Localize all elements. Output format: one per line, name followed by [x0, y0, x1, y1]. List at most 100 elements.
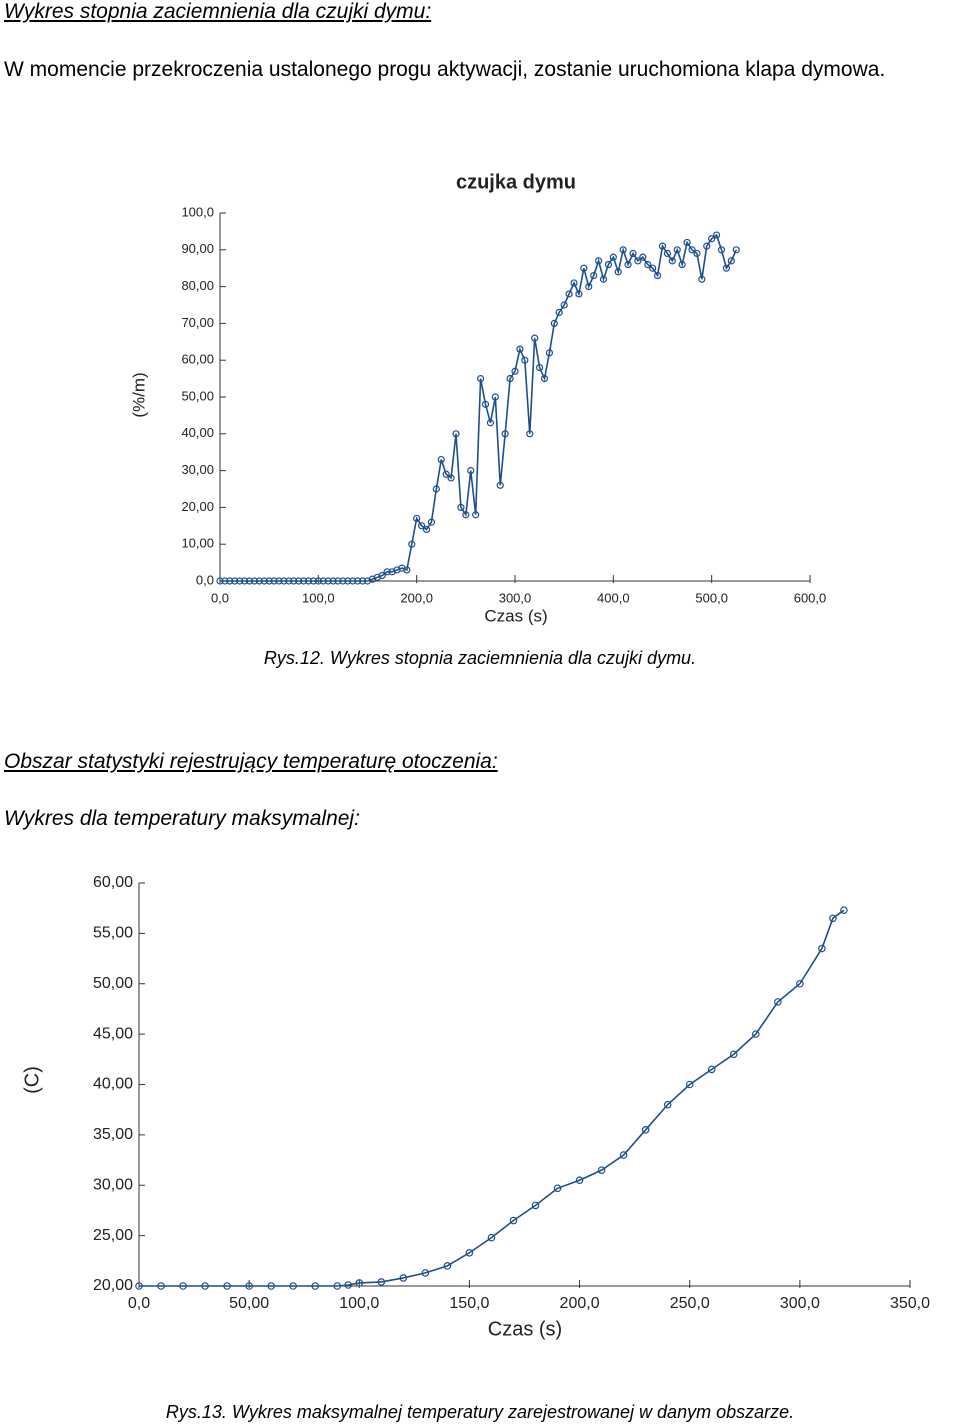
data-point	[280, 577, 288, 585]
data-line	[139, 909, 845, 1287]
data-point	[693, 249, 701, 258]
data-point	[432, 485, 440, 493]
data-point	[829, 914, 837, 923]
data-point	[462, 511, 470, 519]
data-point	[663, 1100, 672, 1109]
data-point	[486, 419, 495, 427]
data-point	[309, 577, 318, 585]
data-point	[267, 1282, 275, 1290]
data-point	[658, 242, 667, 250]
data-point	[465, 1248, 474, 1257]
data-point	[289, 1282, 298, 1290]
y-tick-label: 55,00	[93, 925, 133, 942]
data-point	[729, 1050, 738, 1059]
y-tick-label: 20,00	[93, 1277, 133, 1294]
y-tick-label: 50,00	[93, 975, 133, 992]
data-point	[639, 253, 647, 261]
y-tick-label: 20,00	[181, 499, 214, 514]
data-point	[437, 455, 445, 464]
x-tick-label: 600,0	[794, 590, 827, 605]
data-point	[732, 246, 740, 254]
data-point	[580, 264, 588, 272]
chart-title: czujka dymu	[456, 171, 576, 193]
y-tick-label: 40,00	[93, 1076, 133, 1093]
data-point	[614, 268, 622, 276]
data-point	[403, 566, 411, 574]
y-tick-label: 30,00	[181, 462, 214, 477]
y-tick-label: 70,00	[181, 315, 214, 330]
data-point	[570, 279, 578, 287]
y-tick-label: 40,00	[181, 425, 214, 440]
data-point	[265, 577, 273, 585]
data-point	[339, 577, 347, 585]
data-point	[751, 1030, 760, 1038]
data-point	[501, 430, 509, 438]
x-axis-label: Czas (s)	[488, 1318, 562, 1340]
data-point	[560, 301, 568, 309]
y-tick-label: 100,0	[181, 204, 214, 219]
data-point	[774, 998, 782, 1006]
data-point	[427, 518, 436, 526]
x-tick-label: 300,0	[780, 1295, 820, 1312]
data-point	[629, 249, 637, 258]
data-point	[487, 1233, 496, 1242]
data-point	[275, 577, 283, 585]
x-tick-label: 350,0	[890, 1295, 930, 1312]
x-tick-label: 200,0	[400, 590, 433, 605]
data-point	[653, 271, 662, 280]
data-point	[476, 375, 485, 383]
y-tick-label: 0,0	[196, 572, 214, 587]
x-tick-label: 0,0	[211, 590, 229, 605]
data-point	[717, 246, 726, 254]
data-point	[641, 1126, 650, 1134]
y-tick-label: 60,00	[93, 874, 133, 891]
data-point	[575, 1176, 584, 1185]
x-axis-label: Czas (s)	[484, 606, 547, 625]
data-point	[358, 577, 367, 585]
x-tick-label: 400,0	[597, 590, 630, 605]
data-point	[496, 481, 504, 489]
data-point	[590, 271, 598, 280]
subheading: Wykres dla temperatury maksymalnej:	[4, 807, 360, 830]
data-point	[531, 1201, 540, 1210]
paragraph: W momencie przekroczenia ustalonego prog…	[4, 58, 886, 81]
data-point	[383, 568, 391, 576]
data-point	[609, 253, 617, 261]
data-point	[443, 1262, 452, 1270]
y-tick-label: 25,00	[93, 1227, 133, 1244]
data-point	[260, 577, 268, 585]
x-tick-label: 250,0	[670, 1295, 710, 1312]
data-point	[457, 503, 465, 511]
data-point	[688, 246, 696, 254]
data-point	[540, 375, 549, 383]
data-point	[442, 470, 450, 478]
data-point	[417, 522, 426, 530]
data-point	[553, 1184, 562, 1193]
data-point	[531, 334, 539, 342]
data-point	[535, 363, 544, 372]
heading: Obszar statystyki rejestrujący temperatu…	[4, 750, 498, 773]
data-point	[818, 944, 826, 953]
data-point	[378, 571, 386, 580]
y-tick-label: 60,00	[181, 352, 214, 367]
data-point	[295, 577, 303, 585]
data-point	[619, 1151, 628, 1159]
data-point	[575, 290, 583, 298]
data-point	[703, 242, 711, 250]
data-point	[722, 264, 731, 272]
data-point	[708, 235, 716, 243]
data-point	[157, 1282, 165, 1290]
data-point	[604, 260, 613, 269]
data-point	[399, 1274, 408, 1282]
data-point	[727, 257, 735, 265]
data-point	[663, 249, 672, 258]
y-tick-label: 90,00	[181, 241, 214, 256]
data-point	[349, 577, 357, 585]
y-tick-label: 50,00	[181, 388, 214, 403]
data-point	[304, 577, 313, 585]
data-point	[668, 257, 676, 265]
data-point	[255, 577, 263, 585]
data-point	[597, 1166, 606, 1174]
